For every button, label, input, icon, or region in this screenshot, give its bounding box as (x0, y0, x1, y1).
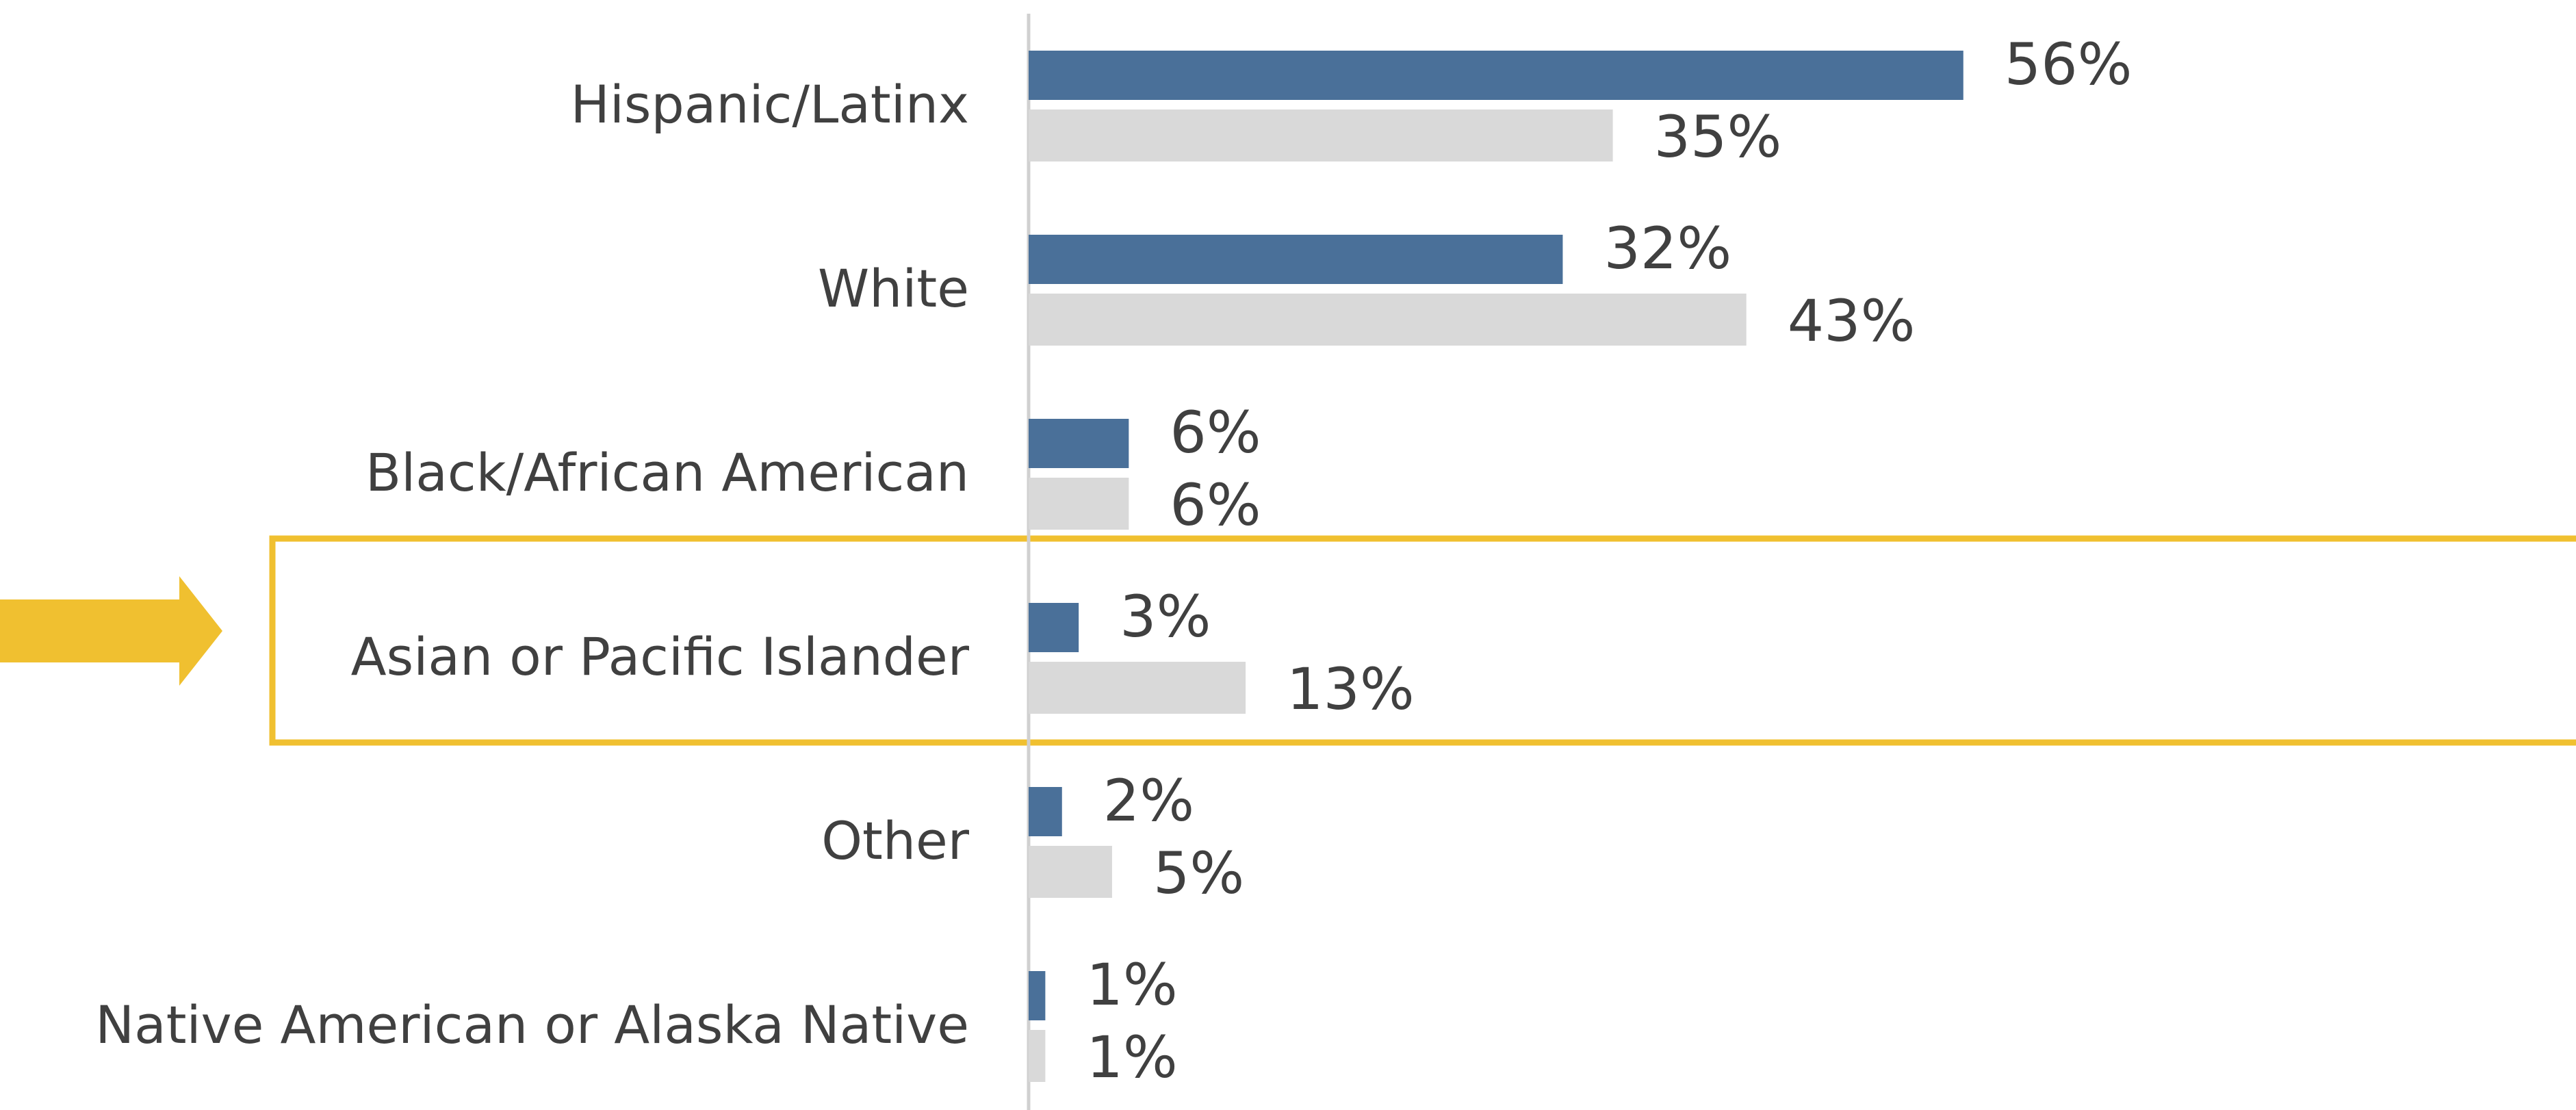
bar (1029, 603, 1079, 652)
bar (1029, 971, 1046, 1020)
bar (1029, 419, 1129, 468)
value-label: 32% (1603, 215, 1731, 282)
value-label: 13% (1287, 656, 1415, 723)
bar (1029, 109, 1613, 162)
value-label: 35% (1654, 103, 1782, 170)
bar (1029, 235, 1563, 284)
value-label: 6% (1170, 399, 1261, 466)
highlight-box (269, 535, 2576, 746)
category-label: Other (821, 810, 970, 871)
bar (1029, 787, 1062, 836)
bar (1029, 1030, 1046, 1082)
value-label: 5% (1153, 840, 1244, 907)
value-label: 1% (1086, 1024, 1177, 1091)
category-label: White (818, 258, 969, 319)
category-label: Black/African American (365, 442, 969, 503)
category-label: Hispanic/Latinx (571, 74, 969, 135)
value-label: 6% (1170, 472, 1261, 539)
value-label: 56% (2005, 31, 2133, 98)
category-label: Native American or Alaska Native (95, 994, 969, 1055)
value-label: 3% (1120, 583, 1211, 650)
value-label: 1% (1086, 951, 1177, 1018)
bar (1029, 846, 1112, 898)
category-label: Asian or Pacific Islander (351, 626, 970, 687)
highlight-arrow (0, 576, 222, 686)
bar (1029, 51, 1963, 100)
bar (1029, 478, 1129, 530)
bar (1029, 294, 1747, 346)
value-label: 2% (1103, 767, 1194, 834)
bar (1029, 662, 1246, 714)
value-label: 43% (1788, 287, 1916, 354)
